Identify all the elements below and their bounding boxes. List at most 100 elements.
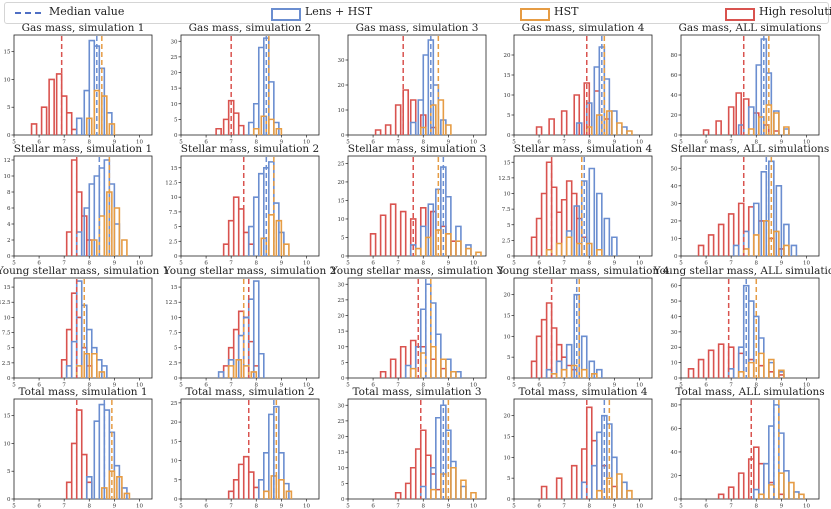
x-tick-label: 5 bbox=[179, 140, 183, 146]
x-tick-label: 10 bbox=[303, 261, 310, 267]
y-tick-label: 40 bbox=[671, 184, 678, 190]
x-tick-label: 7 bbox=[396, 504, 400, 509]
y-tick-label: 5 bbox=[341, 360, 345, 366]
y-tick-label: 7.5 bbox=[502, 207, 511, 213]
y-tick-label: 20 bbox=[504, 53, 511, 59]
x-tick-label: 9 bbox=[280, 383, 284, 389]
y-tick-label: 12.5 bbox=[165, 300, 178, 306]
x-tick-label: 6 bbox=[704, 140, 708, 146]
y-tick-label: 5 bbox=[7, 469, 11, 475]
x-tick-label: 10 bbox=[803, 383, 810, 389]
y-tick-label: 20 bbox=[338, 83, 345, 89]
panel-title: Stellar mass, simulation 2 bbox=[181, 143, 319, 155]
legend-label-median: Median value bbox=[49, 5, 125, 18]
x-tick-label: 9 bbox=[780, 140, 784, 146]
y-tick-label: 20 bbox=[504, 293, 511, 299]
x-tick-label: 10 bbox=[636, 504, 643, 509]
y-tick-label: 0 bbox=[674, 133, 678, 139]
hst-swatch-icon bbox=[520, 8, 550, 21]
y-tick-label: 7.5 bbox=[2, 331, 11, 337]
x-tick-label: 8 bbox=[422, 504, 426, 509]
histogram-highres bbox=[30, 73, 78, 135]
x-tick-label: 9 bbox=[447, 383, 451, 389]
histogram-highres bbox=[394, 429, 442, 499]
x-tick-label: 7 bbox=[562, 504, 566, 509]
x-tick-label: 5 bbox=[679, 261, 683, 267]
histogram-lens-hst bbox=[75, 159, 121, 256]
y-tick-label: 0 bbox=[174, 376, 178, 382]
panel-title: Young stellar mass, ALL simulations bbox=[653, 265, 831, 277]
panel-frame bbox=[13, 34, 153, 136]
legend-label-hst: HST bbox=[554, 5, 579, 18]
y-tick-label: 10 bbox=[171, 195, 178, 201]
x-tick-label: 6 bbox=[371, 504, 375, 509]
y-tick-label: 15 bbox=[504, 314, 511, 320]
x-tick-label: 7 bbox=[396, 140, 400, 146]
histogram-hst bbox=[419, 99, 452, 135]
y-tick-label: 0 bbox=[174, 497, 178, 503]
x-tick-label: 10 bbox=[470, 140, 477, 146]
x-tick-label: 8 bbox=[255, 504, 259, 509]
y-tick-label: 40 bbox=[671, 93, 678, 99]
y-tick-label: 60 bbox=[671, 284, 678, 290]
panel-title: Gas mass, simulation 2 bbox=[189, 22, 312, 34]
y-tick-label: 20 bbox=[671, 113, 678, 119]
y-tick-label: 10 bbox=[171, 102, 178, 108]
y-tick-label: 10 bbox=[338, 217, 345, 223]
y-tick-label: 5 bbox=[174, 225, 178, 231]
panel-frame bbox=[180, 277, 320, 379]
y-tick-label: 20 bbox=[171, 71, 178, 77]
x-tick-label: 5 bbox=[179, 261, 183, 267]
y-tick-label: 0 bbox=[7, 376, 11, 382]
y-tick-label: 0 bbox=[7, 254, 11, 260]
dashed-line-icon bbox=[15, 12, 41, 14]
x-tick-label: 10 bbox=[636, 140, 643, 146]
x-tick-label: 5 bbox=[679, 140, 683, 146]
histogram-highres bbox=[687, 343, 785, 378]
x-tick-label: 10 bbox=[303, 504, 310, 509]
x-tick-label: 9 bbox=[613, 261, 617, 267]
y-tick-label: 15 bbox=[338, 450, 345, 456]
x-tick-label: 9 bbox=[447, 261, 451, 267]
y-tick-label: 40 bbox=[671, 450, 678, 456]
y-tick-label: 0 bbox=[7, 497, 11, 503]
y-tick-label: 0 bbox=[341, 133, 345, 139]
y-tick-label: 30 bbox=[171, 39, 178, 45]
x-tick-label: 7 bbox=[729, 140, 733, 146]
y-tick-label: 50 bbox=[671, 299, 678, 305]
panel-frame bbox=[180, 398, 320, 500]
y-tick-label: 0 bbox=[507, 376, 511, 382]
x-tick-label: 6 bbox=[37, 261, 41, 267]
y-tick-label: 0 bbox=[674, 497, 678, 503]
panel-frame bbox=[13, 155, 153, 257]
y-tick-label: 5 bbox=[341, 235, 345, 241]
histogram-highres bbox=[65, 159, 93, 256]
x-tick-label: 6 bbox=[704, 383, 708, 389]
histogram-hst bbox=[260, 214, 290, 256]
y-tick-label: 5 bbox=[174, 117, 178, 123]
panel-title: Total mass, simulation 3 bbox=[352, 386, 481, 398]
y-tick-label: 10 bbox=[504, 334, 511, 340]
highres-swatch-icon bbox=[725, 8, 755, 21]
y-tick-label: 10 bbox=[671, 236, 678, 242]
x-tick-label: 9 bbox=[447, 140, 451, 146]
panel-title: Stellar mass, ALL simulations bbox=[671, 143, 830, 155]
panel-title: Stellar mass, simulation 1 bbox=[14, 143, 152, 155]
y-tick-label: 12.5 bbox=[498, 176, 511, 182]
histogram-lens-hst bbox=[419, 404, 467, 499]
x-tick-label: 6 bbox=[371, 383, 375, 389]
y-tick-label: 0 bbox=[507, 497, 511, 503]
y-tick-label: 20 bbox=[338, 314, 345, 320]
y-tick-label: 0 bbox=[174, 254, 178, 260]
x-tick-label: 5 bbox=[512, 140, 516, 146]
histogram-highres bbox=[65, 409, 93, 499]
x-tick-label: 9 bbox=[113, 383, 117, 389]
y-tick-label: 30 bbox=[671, 201, 678, 207]
y-tick-label: 10 bbox=[504, 93, 511, 99]
y-tick-label: 10 bbox=[4, 441, 11, 447]
histogram-hst bbox=[101, 470, 131, 499]
histogram-hst bbox=[742, 220, 790, 256]
panel-title: Young stellar mass, simulation 2 bbox=[163, 265, 337, 277]
x-tick-label: 9 bbox=[780, 383, 784, 389]
